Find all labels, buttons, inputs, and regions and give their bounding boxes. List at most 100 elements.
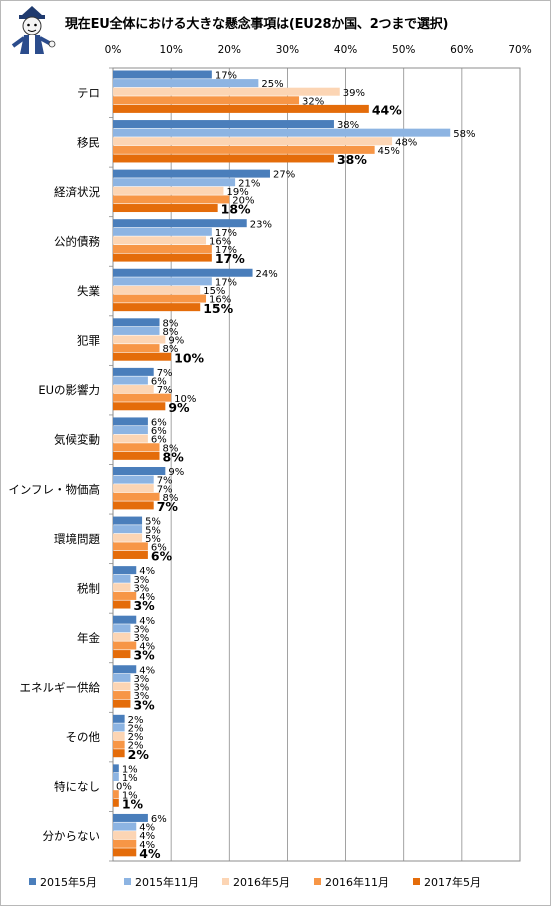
data-label: 10% xyxy=(174,350,204,365)
legend-swatch xyxy=(413,878,420,885)
bar xyxy=(113,219,247,228)
bar xyxy=(113,723,125,732)
category-label: 税制 xyxy=(77,581,100,595)
data-label: 0% xyxy=(116,782,132,793)
data-label: 24% xyxy=(256,269,278,280)
data-label: 9% xyxy=(168,336,184,347)
bar xyxy=(113,714,125,723)
data-label: 8% xyxy=(163,493,179,504)
legend-swatch xyxy=(222,878,229,885)
data-label: 39% xyxy=(343,88,365,99)
bar xyxy=(113,682,131,691)
x-tick-label: 50% xyxy=(392,44,415,56)
bar xyxy=(113,385,154,394)
data-label: 3% xyxy=(133,691,149,702)
bar xyxy=(113,591,137,600)
bar xyxy=(113,764,119,773)
data-label: 7% xyxy=(157,484,173,495)
bar xyxy=(113,790,119,799)
data-label: 2% xyxy=(128,724,144,735)
data-label: 6% xyxy=(151,435,167,446)
data-label: 6% xyxy=(151,814,167,825)
bar xyxy=(113,96,300,105)
bar xyxy=(113,335,166,344)
category-label: テロ xyxy=(77,86,100,100)
bar xyxy=(113,227,212,236)
bar xyxy=(113,344,160,353)
bar xyxy=(113,650,131,659)
bar xyxy=(113,195,230,204)
data-label: 32% xyxy=(302,96,324,107)
data-label: 48% xyxy=(395,137,417,148)
x-tick-label: 20% xyxy=(218,44,241,56)
data-label: 5% xyxy=(145,525,161,536)
bar xyxy=(113,525,143,534)
bar xyxy=(113,268,253,277)
category-label: 犯罪 xyxy=(77,334,100,348)
data-label: 4% xyxy=(139,592,155,603)
bar xyxy=(113,277,212,286)
bar xyxy=(113,154,334,163)
bar xyxy=(113,137,393,146)
category-label: インフレ・物価高 xyxy=(8,482,100,496)
bar xyxy=(113,822,137,831)
data-label: 8% xyxy=(163,443,179,454)
category-label: 移民 xyxy=(77,135,100,149)
bar xyxy=(113,467,166,475)
legend-label: 2016年11月 xyxy=(325,876,389,889)
data-label: 15% xyxy=(203,286,225,297)
data-label: 45% xyxy=(378,146,400,157)
category-label: 経済状況 xyxy=(54,185,100,199)
bar xyxy=(113,244,212,253)
data-label: 6% xyxy=(151,542,167,553)
bar xyxy=(113,624,131,633)
bar xyxy=(113,169,270,178)
data-label: 3% xyxy=(133,583,149,594)
bar xyxy=(113,434,148,443)
bar xyxy=(113,772,119,781)
legend-swatch xyxy=(314,878,321,885)
bar xyxy=(113,813,148,822)
data-label: 9% xyxy=(168,400,190,415)
data-label: 5% xyxy=(145,517,161,528)
data-label: 20% xyxy=(232,196,254,207)
data-label: 1% xyxy=(122,790,138,801)
chart-title: 現在EU全体における大きな懸念事項は(EU28か国、2つまで選択) xyxy=(65,17,449,32)
data-label: 3% xyxy=(133,697,155,712)
bar xyxy=(113,393,172,402)
data-label: 17% xyxy=(215,228,237,239)
category-label: 失業 xyxy=(77,284,100,298)
bar xyxy=(113,352,172,361)
bar xyxy=(113,236,207,245)
data-label: 6% xyxy=(151,418,167,429)
data-label: 4% xyxy=(139,566,155,577)
bar xyxy=(113,285,201,294)
data-label: 7% xyxy=(157,499,179,514)
data-label: 8% xyxy=(163,318,179,329)
data-label: 3% xyxy=(133,633,149,644)
category-label: 分からない xyxy=(43,829,101,843)
data-label: 1% xyxy=(122,773,138,784)
bar xyxy=(113,376,148,385)
data-label: 4% xyxy=(139,642,155,653)
x-tick-label: 70% xyxy=(508,44,531,56)
bar xyxy=(113,145,375,154)
data-label: 8% xyxy=(163,449,185,464)
category-label: エネルギー供給 xyxy=(20,681,101,695)
data-label: 19% xyxy=(226,187,248,198)
bar xyxy=(113,402,166,411)
data-label: 15% xyxy=(203,301,233,316)
bar xyxy=(113,79,259,88)
bar xyxy=(113,516,143,525)
bar xyxy=(113,443,160,452)
data-label: 5% xyxy=(145,534,161,545)
bar xyxy=(113,839,137,848)
legend-swatch xyxy=(29,878,36,885)
data-label: 6% xyxy=(151,377,167,388)
data-label: 16% xyxy=(209,295,231,306)
bar xyxy=(113,600,131,609)
data-label: 3% xyxy=(133,674,149,685)
legend-item: 2015年11月 xyxy=(124,876,199,890)
legend-label: 2017年5月 xyxy=(424,876,481,889)
